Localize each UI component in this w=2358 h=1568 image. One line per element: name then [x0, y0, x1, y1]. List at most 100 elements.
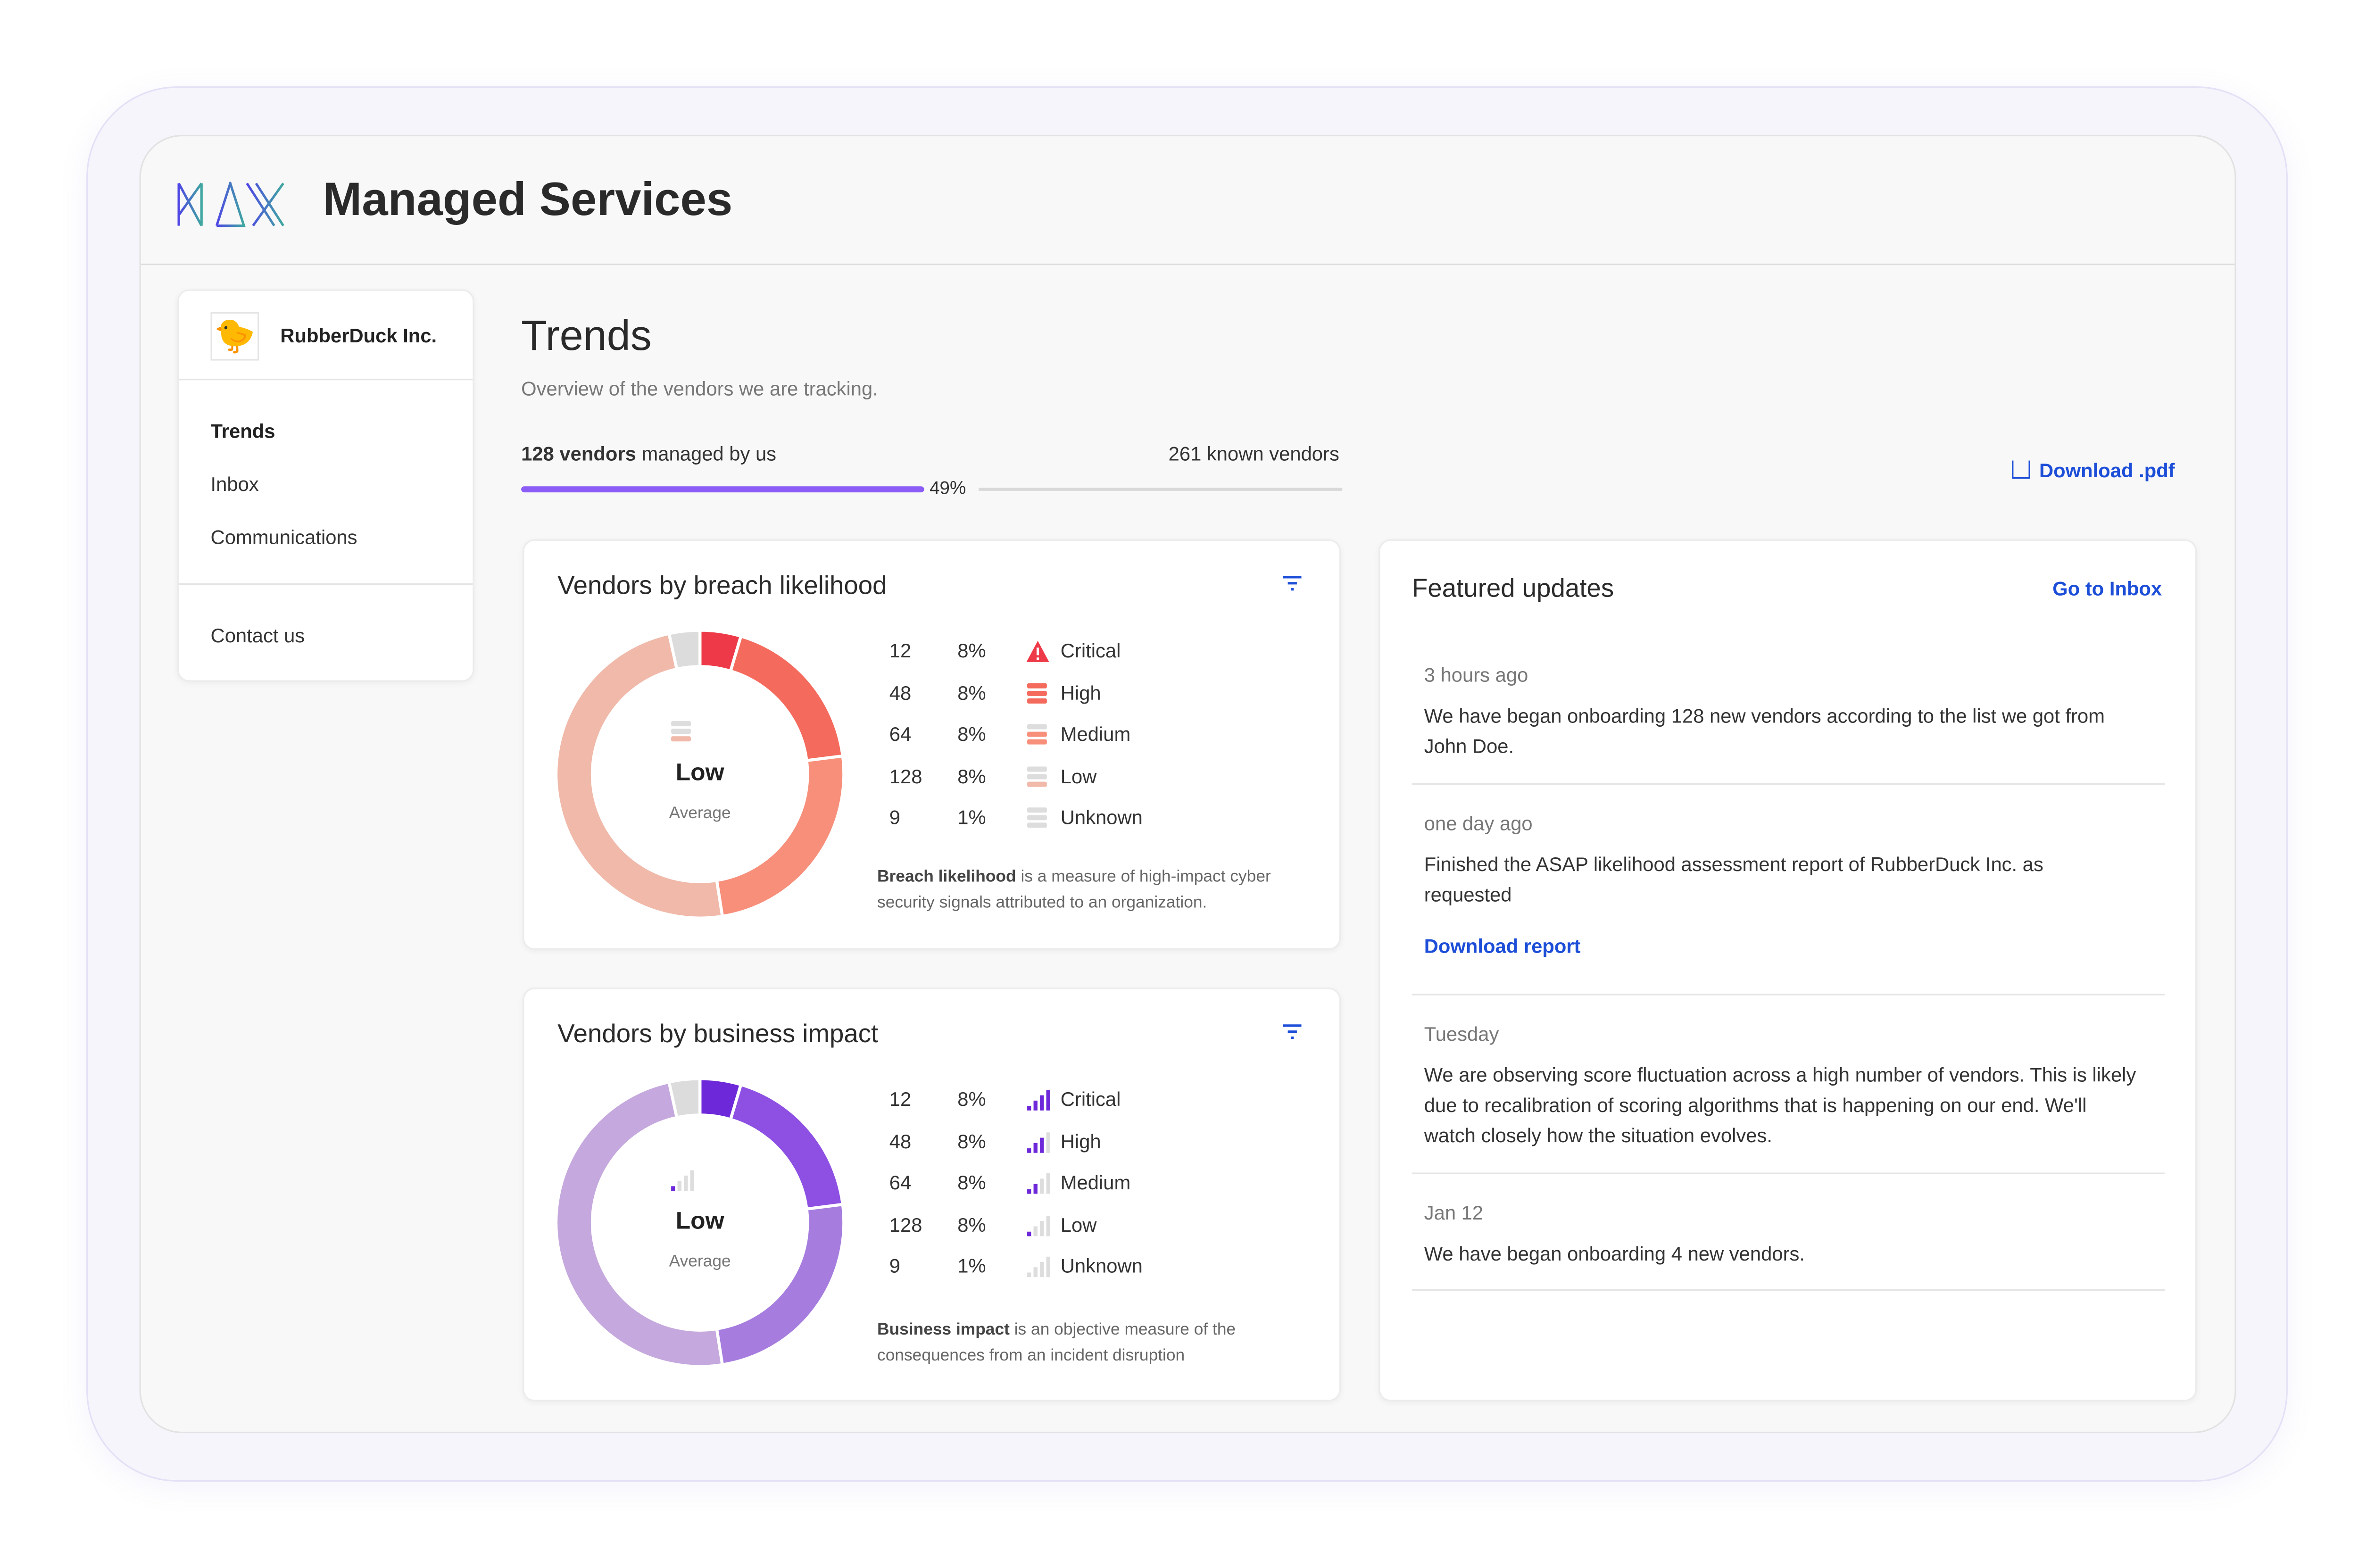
- donut-slice-high[interactable]: [729, 1082, 845, 1211]
- legend-percent-high: 8%: [957, 681, 986, 704]
- legend-percent-low: 8%: [957, 764, 986, 787]
- legend-count-critical: 12: [889, 1087, 912, 1111]
- center-label: Low: [675, 760, 724, 787]
- header-divider: [141, 263, 2235, 265]
- legend-label-critical: Critical: [1060, 639, 1121, 662]
- legend-count-low: 128: [889, 764, 922, 787]
- donut-slice-unknown[interactable]: [667, 629, 702, 671]
- divider: [1412, 1172, 2165, 1174]
- known-vendors: 261 known vendors: [1168, 442, 1339, 465]
- legend-count-high: 48: [889, 681, 912, 704]
- download-pdf-label: Download .pdf: [2039, 459, 2175, 482]
- legend-percent-medium: 8%: [957, 1171, 986, 1194]
- donut-slice-high[interactable]: [729, 634, 845, 763]
- donut-chart: [554, 1077, 846, 1368]
- center-level-icon: [670, 1168, 731, 1192]
- critical-level-icon: [1026, 1088, 1050, 1112]
- description-term: Breach likelihood: [877, 868, 1016, 887]
- sidebar-item-trends[interactable]: Trends: [210, 419, 275, 443]
- legend-percent-high: 8%: [957, 1129, 986, 1153]
- managed-count: 128 vendors: [521, 442, 636, 465]
- legend-percent-unknown: 1%: [957, 806, 986, 829]
- chart-title: Vendors by business impact: [557, 1020, 879, 1049]
- managed-progress: 49%: [521, 477, 1343, 498]
- download-icon: [2012, 460, 2030, 479]
- donut-slice-unknown[interactable]: [667, 1077, 702, 1120]
- donut-slice-medium[interactable]: [715, 754, 846, 918]
- description-text: is an objective measure of the consequen…: [877, 1321, 1236, 1365]
- filter-icon[interactable]: [1282, 574, 1303, 593]
- low-level-icon: [1026, 1213, 1050, 1237]
- center-sublabel: Average: [669, 1253, 731, 1271]
- legend-label-unknown: Unknown: [1060, 1254, 1143, 1278]
- update-time: Jan 12: [1424, 1201, 1484, 1224]
- breach-description: Breach likelihood is a measure of high-i…: [877, 865, 1317, 916]
- low-level-icon: [1026, 764, 1050, 788]
- divider: [179, 379, 473, 381]
- company-name: RubberDuck Inc.: [280, 324, 437, 347]
- legend-count-unknown: 9: [889, 1254, 900, 1278]
- legend-label-medium: Medium: [1060, 722, 1131, 746]
- business-impact-card: Vendors by business impact Low Average 12…: [523, 987, 1341, 1402]
- update-time: 3 hours ago: [1424, 664, 1528, 687]
- go-to-inbox-link[interactable]: Go to Inbox: [2052, 577, 2162, 600]
- app-window: Managed Services 🐤 RubberDuck Inc. Trend…: [139, 134, 2236, 1434]
- download-report-link[interactable]: Download report: [1424, 935, 1581, 958]
- update-text: We have began onboarding 128 new vendors…: [1424, 704, 2105, 758]
- legend-label-low: Low: [1060, 1212, 1097, 1236]
- high-level-icon: [1026, 1129, 1050, 1153]
- legend-label-unknown: Unknown: [1060, 806, 1143, 829]
- center-level-icon: [670, 720, 731, 744]
- legend-count-medium: 64: [889, 722, 912, 746]
- medium-level-icon: [1026, 722, 1050, 747]
- legend-count-low: 128: [889, 1212, 922, 1236]
- update-time: one day ago: [1424, 812, 1533, 835]
- filter-icon[interactable]: [1282, 1022, 1303, 1041]
- managed-suffix: managed by us: [641, 442, 777, 465]
- legend-count-high: 48: [889, 1129, 912, 1153]
- impact-description: Business impact is an objective measure …: [877, 1318, 1317, 1369]
- donut-slice-low[interactable]: [554, 631, 724, 920]
- sidebar-item-contact[interactable]: Contact us: [210, 624, 305, 647]
- unknown-level-icon: [1026, 806, 1050, 830]
- company-avatar: 🐤: [210, 312, 259, 361]
- legend-count-critical: 12: [889, 639, 912, 662]
- legend-percent-critical: 8%: [957, 1087, 986, 1111]
- progress-label: 49%: [930, 477, 966, 498]
- featured-updates-card: Featured updates Go to Inbox 3 hours ago…: [1378, 539, 2197, 1402]
- divider: [1412, 783, 2165, 785]
- divider: [1412, 994, 2165, 996]
- legend-percent-unknown: 1%: [957, 1254, 986, 1278]
- donut-slice-medium[interactable]: [715, 1203, 846, 1367]
- sidebar-item-communications[interactable]: Communications: [210, 525, 357, 548]
- legend-label-high: High: [1060, 681, 1101, 704]
- high-level-icon: [1026, 681, 1050, 705]
- center-sublabel: Average: [669, 804, 731, 823]
- legend-percent-medium: 8%: [957, 722, 986, 746]
- divider: [179, 583, 473, 585]
- progress-fill: [521, 486, 924, 493]
- center-label: Low: [675, 1209, 724, 1235]
- medium-level-icon: [1026, 1171, 1050, 1195]
- legend-label-low: Low: [1060, 764, 1097, 787]
- progress-track: [978, 488, 1343, 491]
- legend-label-critical: Critical: [1060, 1087, 1121, 1111]
- legend-count-medium: 64: [889, 1171, 912, 1194]
- donut-slice-low[interactable]: [554, 1080, 724, 1368]
- update-time: Tuesday: [1424, 1022, 1499, 1045]
- chart-title: Vendors by breach likelihood: [557, 571, 887, 600]
- description-term: Business impact: [877, 1321, 1010, 1339]
- legend-label-high: High: [1060, 1129, 1101, 1153]
- download-pdf-button[interactable]: Download .pdf: [2012, 459, 2175, 482]
- featured-title: Featured updates: [1412, 574, 1614, 603]
- max-logo: [177, 182, 284, 227]
- app-title: Managed Services: [323, 173, 733, 226]
- update-text: We have began onboarding 4 new vendors.: [1424, 1242, 1805, 1265]
- sidebar: 🐤 RubberDuck Inc. Trends Inbox Communica…: [177, 289, 474, 682]
- unknown-level-icon: [1026, 1254, 1050, 1278]
- managed-label: 128 vendors managed by us: [521, 442, 776, 465]
- divider: [1412, 1289, 2165, 1291]
- critical-level-icon: [1026, 639, 1050, 664]
- sidebar-item-inbox[interactable]: Inbox: [210, 473, 259, 496]
- donut-chart: [554, 629, 846, 920]
